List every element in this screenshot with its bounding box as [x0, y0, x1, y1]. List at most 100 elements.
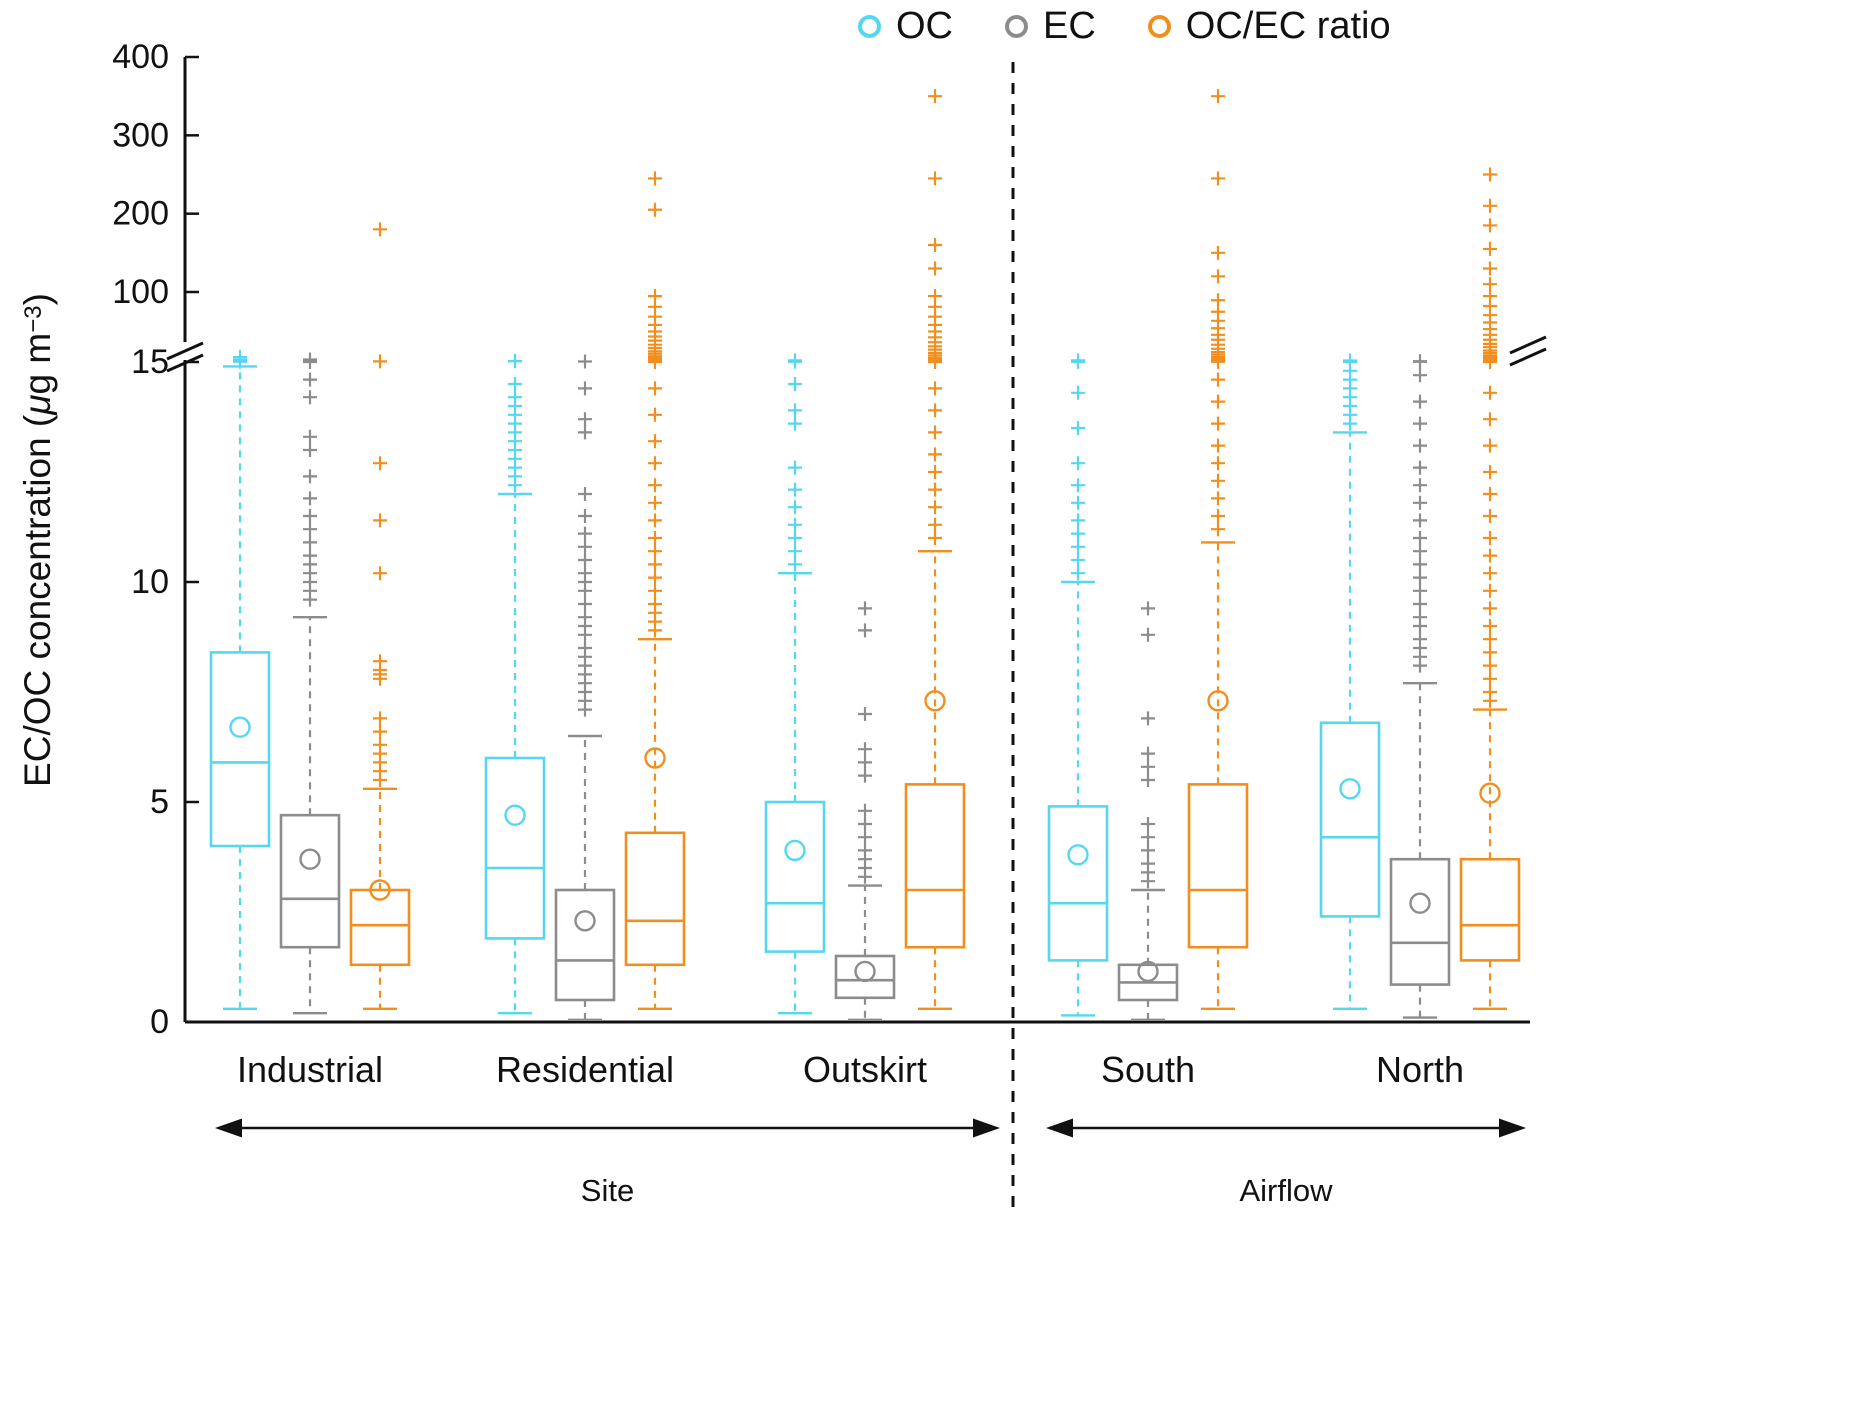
legend: OC EC OC/EC ratio [858, 0, 1391, 52]
outlier-markers [303, 352, 317, 607]
mean-marker [1339, 778, 1361, 800]
oc-ec-ratio-box-south [1187, 89, 1249, 1010]
mean-marker [1479, 782, 1501, 804]
oc-ec-ratio-box-outskirt [904, 89, 966, 1010]
mean-marker [574, 910, 596, 932]
ec-marker-icon [1005, 14, 1028, 38]
boxplot-group-outskirt [764, 89, 966, 1021]
oc-box-residential [484, 353, 546, 1015]
oc-marker-icon [858, 14, 881, 38]
outlier-markers [578, 354, 592, 717]
axis-break-mark [166, 341, 204, 361]
iqr-box [1459, 857, 1521, 962]
arrow-head-right-icon [973, 1118, 1000, 1138]
x-tick-label-south: South [1101, 1049, 1195, 1090]
iqr-box [1319, 721, 1381, 918]
outlier-markers [928, 89, 942, 545]
y-tick-label: 100 [112, 273, 169, 311]
iqr-box [209, 651, 271, 848]
ec-box-north [1389, 354, 1451, 1019]
y-tick-label: 15 [131, 343, 169, 381]
outlier-markers [508, 353, 522, 493]
x-tick-label-outskirt: Outskirt [803, 1049, 927, 1090]
boxplot-group-north [1319, 167, 1521, 1019]
y-tick-label: 400 [112, 38, 169, 76]
outlier-markers [1211, 89, 1225, 537]
oc-ec-ratio-box-north [1459, 167, 1521, 1010]
oc-ec-ratio-box-residential [624, 171, 686, 1010]
legend-item-oc: OC [858, 7, 953, 45]
iqr-box [834, 954, 896, 1000]
axis-break-mark [1509, 335, 1547, 355]
arrow-head-left-icon [215, 1118, 242, 1138]
legend-ec-label: EC [1043, 5, 1096, 47]
ec-box-outskirt [834, 601, 896, 1021]
outlier-markers [373, 222, 387, 787]
iqr-box [1047, 805, 1109, 962]
iqr-box [764, 800, 826, 953]
outlier-markers [858, 601, 872, 884]
mean-marker [924, 690, 946, 712]
arrow-head-right-icon [1499, 1118, 1526, 1138]
ec-box-industrial [279, 352, 341, 1015]
outlier-markers [233, 350, 247, 369]
mean-marker [369, 879, 391, 901]
legend-ocec-ratio-label: OC/EC ratio [1185, 5, 1391, 47]
section-arrow-airflow [1046, 1118, 1526, 1138]
x-tick-label-north: North [1376, 1049, 1464, 1090]
mean-marker [1207, 690, 1229, 712]
section-label-airflow: Airflow [1239, 1173, 1333, 1208]
ec-box-residential [554, 354, 616, 1021]
mean-marker [644, 747, 666, 769]
iqr-box [904, 783, 966, 949]
oc-box-south [1047, 353, 1109, 1017]
outlier-markers [1071, 353, 1085, 581]
iqr-box [554, 888, 616, 1002]
axis-break-mark [1509, 347, 1547, 367]
y-tick-label: 0 [150, 1003, 169, 1041]
iqr-box [624, 831, 686, 967]
y-tick-label: 10 [131, 563, 169, 601]
section-arrow-site [215, 1118, 1000, 1138]
outlier-markers [1413, 354, 1427, 673]
oc-ec-ratio-box-industrial [349, 222, 411, 1010]
boxplot-group-residential [484, 171, 686, 1021]
oc-box-industrial [209, 350, 271, 1010]
mean-marker [1067, 844, 1089, 866]
legend-item-ec: EC [1005, 7, 1096, 45]
outlier-markers [1141, 601, 1155, 889]
arrow-head-left-icon [1046, 1118, 1073, 1138]
outlier-markers [788, 353, 802, 572]
outlier-markers [648, 171, 662, 638]
y-tick-label: 300 [112, 116, 169, 154]
iqr-box [1187, 783, 1249, 949]
legend-oc-label: OC [896, 5, 953, 47]
boxplot-group-south [1047, 89, 1249, 1021]
ocec-ratio-marker-icon [1147, 14, 1171, 38]
outlier-markers [1483, 167, 1497, 708]
mean-marker [1409, 892, 1431, 914]
mean-marker [784, 839, 806, 862]
iqr-box [349, 888, 411, 967]
y-tick-label: 200 [112, 195, 169, 233]
mean-marker [504, 804, 526, 826]
y-tick-label: 5 [150, 783, 169, 821]
boxplot-group-industrial [209, 222, 411, 1015]
iqr-box [279, 813, 341, 949]
mean-marker [229, 716, 251, 738]
mean-marker [299, 848, 321, 870]
ec-box-south [1117, 601, 1179, 1021]
oc-box-north [1319, 353, 1381, 1010]
iqr-box [1389, 857, 1451, 986]
outlier-markers [1343, 353, 1357, 431]
mean-marker [1137, 960, 1159, 983]
x-tick-label-industrial: Industrial [237, 1049, 383, 1090]
legend-item-ocec-ratio: OC/EC ratio [1147, 5, 1391, 47]
iqr-box [484, 756, 546, 940]
oc-box-outskirt [764, 353, 826, 1015]
section-label-site: Site [581, 1173, 634, 1208]
mean-marker [854, 960, 876, 983]
axis-break-mark [166, 353, 204, 373]
